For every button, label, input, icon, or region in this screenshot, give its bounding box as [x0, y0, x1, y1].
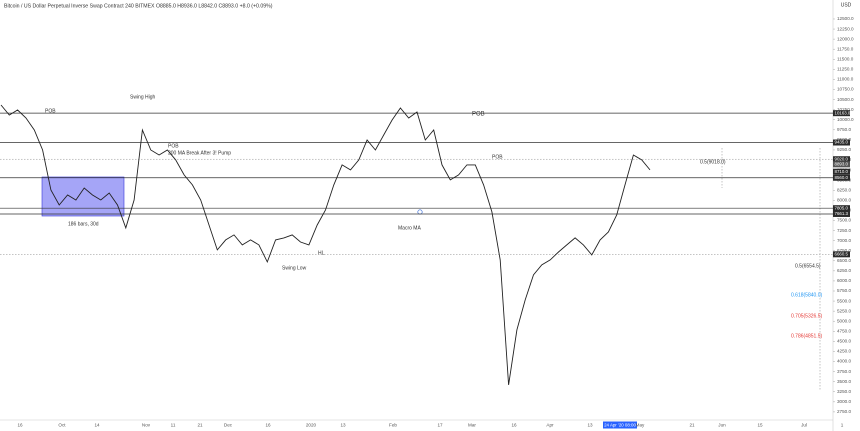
level-label: 8893.0 — [835, 161, 849, 166]
x-tick-label: Feb — [389, 423, 397, 428]
x-tick-label: 11 — [171, 423, 176, 428]
x-tick-label: 16 — [17, 423, 23, 428]
x-tick-label: 14 — [94, 423, 100, 428]
y-tick-label: 9750.0 — [837, 127, 851, 132]
price-line — [0, 104, 651, 385]
level-box — [833, 251, 850, 258]
annotation: POB — [168, 143, 179, 149]
y-tick-label: 5500.0 — [837, 298, 851, 303]
y-tick-label: 11000.0 — [837, 77, 854, 82]
x-tick-label: 24 Apr '20 08:00 — [604, 423, 636, 428]
x-tick-label: May — [636, 423, 645, 428]
annotation: 186 bars, 30d — [68, 221, 99, 227]
x-tick-label: 13 — [587, 423, 593, 428]
x-tick-label: 17 — [437, 423, 443, 428]
ma-marker — [417, 209, 423, 215]
y-tick-label: 12500.0 — [837, 16, 854, 21]
y-tick-label: 5000.0 — [837, 318, 851, 323]
level-box — [833, 210, 850, 217]
x-tick-label: 21 — [689, 423, 695, 428]
level-label: 8560.0 — [835, 175, 849, 180]
y-tick-label: 5250.0 — [837, 308, 851, 313]
x-tick-label: 2020 — [306, 423, 317, 428]
y-tick-label: 6250.0 — [837, 268, 851, 273]
y-tick-label: 10250.0 — [837, 107, 854, 112]
x-tick-label: 16 — [511, 423, 517, 428]
y-tick-label: 11250.0 — [837, 67, 854, 72]
annotation: POB — [45, 108, 56, 114]
y-tick-label: 10000.0 — [837, 117, 854, 122]
x-tick-label: Mar — [468, 423, 476, 428]
y-tick-label: 4750.0 — [837, 329, 851, 334]
crosshair-date-box — [603, 421, 637, 429]
level-label: 6660.5 — [835, 251, 849, 256]
x-tick-label: 13 — [340, 423, 346, 428]
annotation: Swing Low — [282, 265, 307, 271]
fib-label: 0.786(4851.5) — [791, 333, 822, 339]
x-tick-label: Jul — [801, 423, 807, 428]
level-label: 10163.0 — [835, 110, 851, 115]
x-tick-label: Dec — [224, 423, 233, 428]
y-tick-label: 3250.0 — [837, 389, 851, 394]
y-tick-label: 7500.0 — [837, 218, 851, 223]
level-box — [833, 139, 850, 146]
fib-label: 0.705(5326.5) — [791, 313, 822, 319]
level-box — [833, 168, 850, 175]
y-tick-label: 10750.0 — [837, 87, 854, 92]
x-tick-label: Apr — [546, 423, 554, 428]
fib-label: 0.5(9018.0) — [700, 159, 726, 165]
y-tick-label: 9250.0 — [837, 147, 851, 152]
y-tick-label: 7250.0 — [837, 228, 851, 233]
y-tick-label: 7000.0 — [837, 238, 851, 243]
y-tick-label: 8000.0 — [837, 198, 851, 203]
x-tick-label: 1 — [841, 423, 844, 428]
y-tick-label: 3750.0 — [837, 369, 851, 374]
annotation: 200 MA Break After 3! Pump — [168, 150, 231, 156]
y-tick-label: 4250.0 — [837, 349, 851, 354]
level-box — [833, 110, 850, 117]
x-tick-label: 15 — [757, 423, 763, 428]
x-tick-label: 16 — [265, 423, 271, 428]
y-tick-label: 3000.0 — [837, 399, 851, 404]
annotation: POB — [472, 112, 485, 118]
annotation: HL — [318, 250, 325, 256]
y-tick-label: 6750.0 — [837, 248, 851, 253]
y-tick-label: 6000.0 — [837, 278, 851, 283]
annotation: Swing High — [130, 94, 156, 100]
y-tick-label: 12250.0 — [837, 26, 854, 31]
level-label: 7661.3 — [835, 211, 849, 216]
level-box — [833, 174, 850, 181]
y-tick-label: 12000.0 — [837, 36, 854, 41]
currency: USD — [841, 2, 852, 8]
annotation: POB — [492, 154, 503, 160]
level-label: 9020.0 — [835, 156, 849, 161]
level-label: 8710.0 — [835, 169, 849, 174]
y-tick-label: 10500.0 — [837, 97, 854, 102]
y-tick-label: 4000.0 — [837, 359, 851, 364]
y-tick-label: 11500.0 — [837, 56, 854, 61]
chart-title: Bitcoin / US Dollar Perpetual Inverse Sw… — [4, 3, 273, 9]
level-box — [833, 205, 850, 212]
x-tick-label: Oct — [58, 423, 66, 428]
x-tick-label: Nov — [142, 423, 151, 428]
level-box — [833, 161, 850, 168]
y-tick-label: 8250.0 — [837, 187, 851, 192]
y-tick-label: 5750.0 — [837, 288, 851, 293]
y-tick-label: 4500.0 — [837, 339, 851, 344]
level-label: 7805.0 — [835, 205, 849, 210]
range-box — [41, 176, 125, 217]
annotation: Macro MA — [398, 225, 421, 231]
x-tick-label: Jun — [718, 423, 726, 428]
y-tick-label: 11750.0 — [837, 46, 854, 51]
x-tick-label: 21 — [197, 423, 203, 428]
y-tick-label: 2750.0 — [837, 409, 851, 414]
y-tick-label: 3500.0 — [837, 379, 851, 384]
level-box — [833, 156, 850, 163]
fib-label: 0.618(5840.0) — [791, 292, 822, 298]
level-label: 9435.0 — [835, 140, 849, 145]
fib-label: 0.5(6554.5) — [795, 263, 821, 269]
y-tick-label: 6500.0 — [837, 258, 851, 263]
